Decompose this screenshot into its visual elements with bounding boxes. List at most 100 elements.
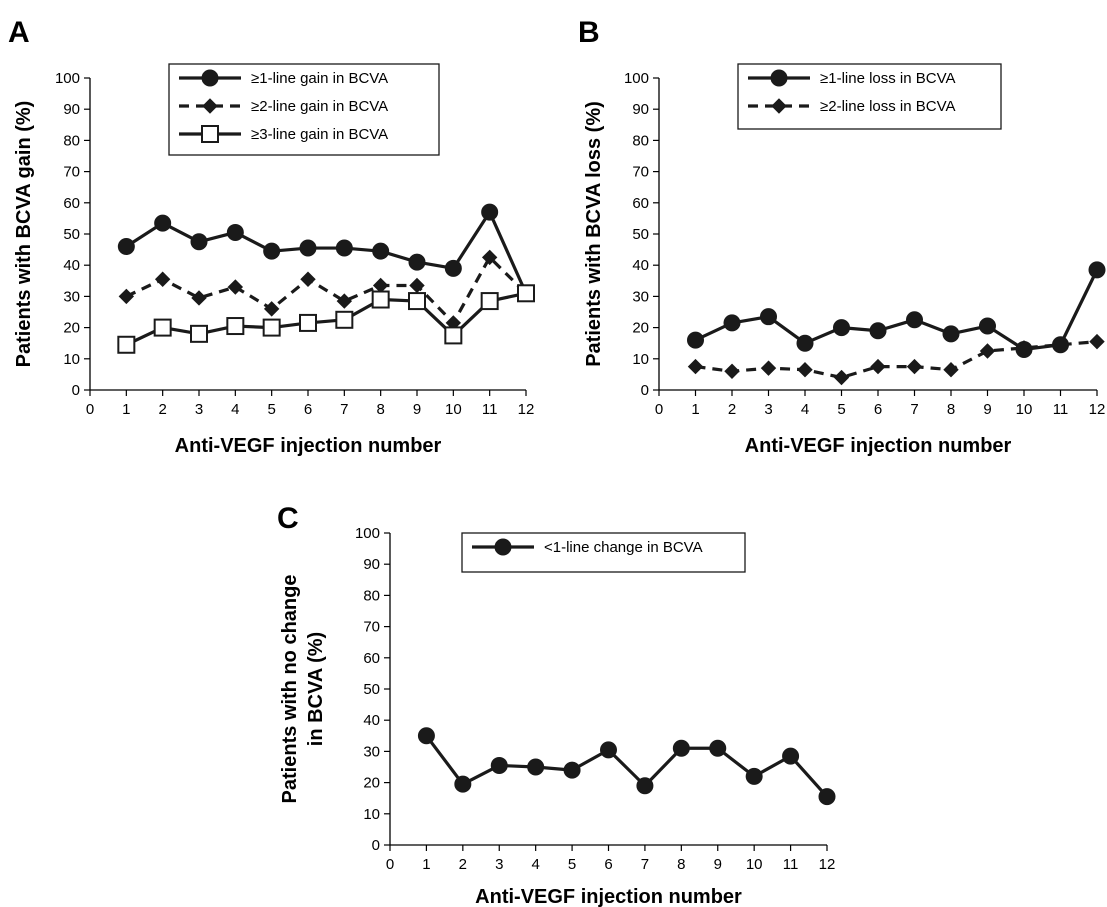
x-tick-label: 8 bbox=[947, 401, 955, 418]
x-tick-label: 7 bbox=[641, 856, 649, 873]
data-point bbox=[480, 292, 499, 311]
data-point bbox=[335, 239, 353, 257]
x-tick-label: 12 bbox=[1089, 401, 1106, 418]
data-point bbox=[1089, 333, 1105, 350]
data-point bbox=[372, 277, 389, 294]
x-tick-label: 5 bbox=[837, 401, 845, 418]
data-point bbox=[943, 362, 959, 378]
y-tick-label: 20 bbox=[632, 320, 649, 337]
data-point bbox=[1016, 340, 1032, 356]
y-tick-label: 10 bbox=[632, 351, 649, 368]
data-point bbox=[760, 360, 777, 376]
legend: <1-line change in BCVA bbox=[461, 532, 746, 573]
data-point bbox=[263, 242, 281, 260]
data-point bbox=[906, 358, 923, 375]
series-3 bbox=[117, 284, 535, 354]
data-point bbox=[154, 271, 171, 287]
legend-marker bbox=[771, 98, 787, 114]
data-point bbox=[979, 343, 996, 359]
legend: ≥1-line loss in BCVA ≥2-line loss in BCVA bbox=[737, 63, 1002, 130]
x-tick-label: 11 bbox=[783, 856, 799, 873]
legend-marker bbox=[201, 125, 219, 143]
legend-label: ≥2-line loss in BCVA bbox=[820, 98, 956, 115]
x-tick-label: 3 bbox=[764, 401, 772, 418]
data-point bbox=[517, 284, 535, 303]
y-tick-label: 0 bbox=[641, 382, 649, 399]
legend-marker bbox=[201, 69, 219, 87]
panel-letter: A bbox=[8, 16, 30, 49]
x-tick-label: 10 bbox=[746, 856, 763, 873]
x-tick-label: 12 bbox=[518, 401, 535, 418]
y-tick-label: 60 bbox=[632, 195, 649, 212]
data-point bbox=[745, 767, 763, 785]
series-2 bbox=[687, 333, 1105, 386]
y-tick-label: 30 bbox=[632, 288, 649, 305]
data-point bbox=[190, 233, 208, 251]
y-tick-label: 80 bbox=[632, 132, 649, 149]
x-tick-label: 4 bbox=[231, 401, 239, 418]
y-tick-label: 80 bbox=[363, 587, 380, 604]
x-tick-label: 9 bbox=[983, 401, 991, 418]
x-axis-title: Anti-VEGF injection number bbox=[745, 435, 1012, 457]
y-axis-title: Patients with BCVA loss (%) bbox=[583, 101, 605, 367]
panel-letter: C bbox=[277, 502, 299, 535]
legend-marker bbox=[202, 98, 218, 114]
data-point bbox=[906, 311, 923, 329]
legend-marker bbox=[494, 538, 512, 556]
x-tick-label: 2 bbox=[728, 401, 736, 418]
x-tick-label: 6 bbox=[304, 401, 312, 418]
series-1 bbox=[417, 727, 836, 806]
data-point bbox=[191, 290, 207, 306]
data-point bbox=[262, 318, 281, 337]
data-point bbox=[672, 739, 690, 757]
data-point bbox=[1088, 261, 1106, 279]
y-tick-label: 20 bbox=[363, 775, 380, 792]
data-point bbox=[444, 259, 462, 277]
y-tick-label: 40 bbox=[632, 257, 649, 274]
x-tick-label: 11 bbox=[1053, 401, 1069, 418]
x-tick-label: 0 bbox=[86, 401, 94, 418]
series-line bbox=[694, 269, 1099, 352]
x-tick-label: 5 bbox=[267, 401, 275, 418]
data-point bbox=[263, 301, 280, 317]
data-point bbox=[454, 775, 472, 793]
data-point bbox=[979, 317, 996, 335]
y-tick-label: 100 bbox=[355, 525, 380, 542]
y-tick-label: 40 bbox=[63, 257, 80, 274]
data-point bbox=[154, 214, 172, 232]
data-point bbox=[226, 317, 245, 336]
data-point bbox=[600, 741, 617, 759]
y-tick-label: 80 bbox=[63, 132, 80, 149]
data-point bbox=[833, 319, 850, 337]
data-point bbox=[723, 314, 741, 332]
y-tick-label: 30 bbox=[63, 288, 80, 305]
data-point bbox=[372, 242, 390, 260]
x-tick-label: 12 bbox=[819, 856, 836, 873]
data-point bbox=[227, 279, 244, 295]
data-point bbox=[687, 358, 704, 375]
legend-marker bbox=[770, 69, 788, 87]
y-tick-label: 70 bbox=[63, 164, 80, 181]
data-point bbox=[300, 271, 316, 287]
x-tick-label: 2 bbox=[158, 401, 166, 418]
series-1 bbox=[117, 203, 535, 302]
data-point bbox=[796, 334, 814, 352]
data-point bbox=[1052, 337, 1069, 353]
x-tick-label: 1 bbox=[122, 401, 130, 418]
data-point bbox=[117, 237, 135, 255]
x-tick-label: 6 bbox=[604, 856, 612, 873]
y-tick-label: 50 bbox=[363, 681, 380, 698]
x-axis-title: Anti-VEGF injection number bbox=[175, 435, 442, 457]
legend: ≥1-line gain in BCVA ≥2-line gain in BCVA… bbox=[168, 63, 440, 156]
y-tick-label: 0 bbox=[72, 382, 80, 399]
y-tick-label: 50 bbox=[632, 226, 649, 243]
data-point bbox=[563, 761, 581, 779]
data-point bbox=[417, 727, 435, 745]
data-point bbox=[299, 313, 317, 332]
data-point bbox=[833, 369, 850, 386]
y-tick-label: 70 bbox=[632, 164, 649, 181]
legend-label: ≥1-line gain in BCVA bbox=[251, 70, 388, 87]
